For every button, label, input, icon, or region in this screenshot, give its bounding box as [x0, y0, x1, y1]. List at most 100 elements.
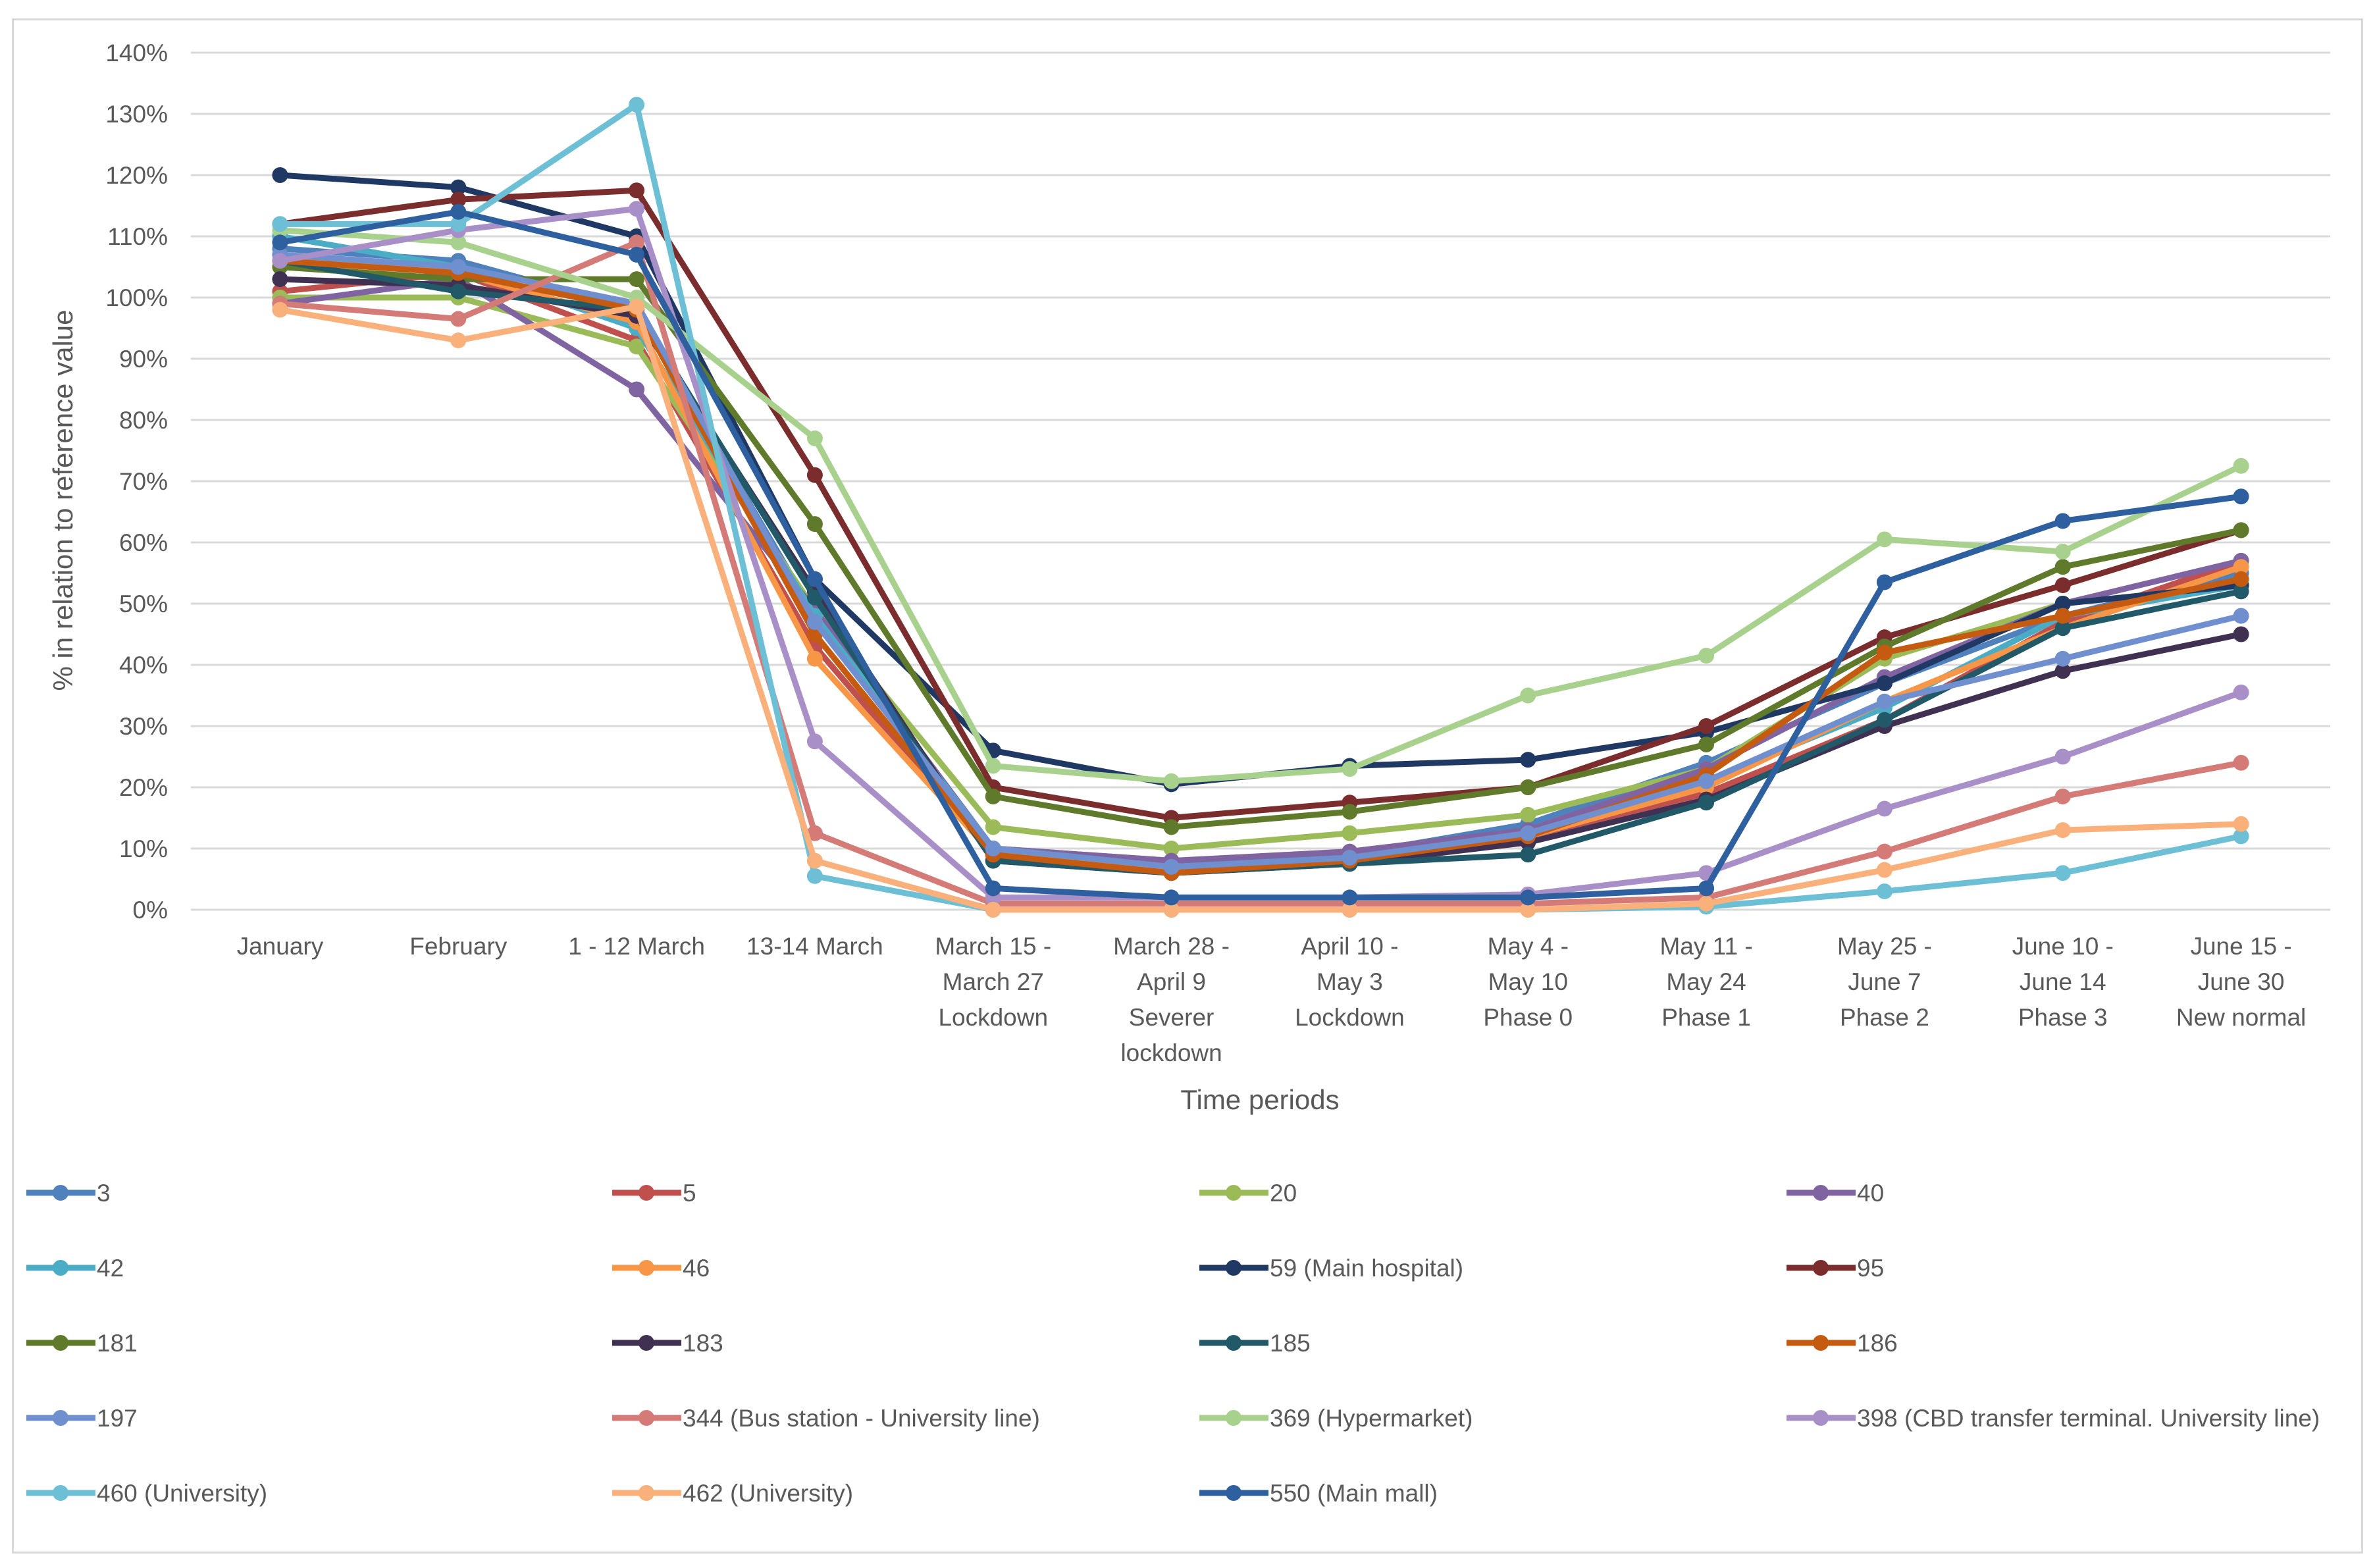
- legend-entry: 40: [1787, 1180, 1884, 1207]
- legend-marker: [1813, 1410, 1829, 1426]
- legend-marker: [53, 1410, 68, 1426]
- y-tick-label: 90%: [119, 346, 168, 373]
- legend-marker: [53, 1485, 68, 1501]
- data-point: [1163, 902, 1180, 918]
- series-line: [280, 264, 2242, 830]
- data-point: [2233, 828, 2249, 845]
- data-point: [1342, 825, 1358, 841]
- data-point: [1876, 531, 1892, 548]
- legend-entry: 95: [1787, 1255, 1884, 1282]
- data-point: [1342, 889, 1358, 906]
- data-point: [1342, 902, 1358, 918]
- data-point: [629, 298, 645, 315]
- series-line: [279, 205, 2243, 901]
- data-point: [1163, 841, 1180, 856]
- x-tick-label: June 10 -June 14 Phase 3: [2012, 933, 2114, 1031]
- legend-label: 460 (University): [97, 1480, 267, 1507]
- gridlines: [191, 51, 2330, 911]
- data-point: [806, 733, 823, 750]
- legend-entry: 42: [26, 1255, 124, 1282]
- data-point: [272, 167, 288, 183]
- data-point: [629, 201, 645, 217]
- data-point: [806, 430, 823, 446]
- data-point: [1342, 849, 1358, 866]
- x-tick-label: May 4 -May 10 Phase 0: [1483, 933, 1573, 1031]
- data-point: [806, 516, 823, 533]
- data-point: [985, 880, 1001, 897]
- data-point: [806, 589, 823, 606]
- data-point: [1876, 883, 1892, 900]
- data-point: [1876, 675, 1892, 691]
- series-46: [272, 246, 2249, 878]
- chart-frame: [12, 18, 2363, 1554]
- data-point: [2233, 626, 2249, 642]
- data-point: [1876, 574, 1892, 590]
- data-point: [1698, 718, 1715, 734]
- y-tick-label: 50%: [119, 590, 168, 617]
- y-tick-label: 30%: [119, 713, 168, 740]
- legend-entry: 59 (Main hospital): [1199, 1255, 1463, 1282]
- legend-label: 46: [683, 1255, 710, 1282]
- legend-label: 185: [1270, 1330, 1311, 1357]
- data-point: [450, 332, 467, 349]
- series-line: [279, 276, 2242, 864]
- legend-label: 550 (Main mall): [1270, 1480, 1438, 1507]
- data-point: [1520, 752, 1536, 768]
- series-369 (Hypermarket): [272, 222, 2249, 789]
- data-point: [450, 234, 467, 251]
- x-tick-label: March 15 -March 27 Lockdown: [935, 933, 1051, 1031]
- data-point: [2054, 788, 2071, 804]
- legend-label: 344 (Bus station - University line): [683, 1405, 1040, 1432]
- y-tick-label: 100%: [105, 284, 168, 311]
- series-line: [280, 294, 2242, 852]
- legend-marker: [639, 1260, 654, 1276]
- legend-entry: 344 (Bus station - University line): [612, 1405, 1040, 1432]
- x-axis-tick-labels: January February 1 - 12 March 13-14 March Ma…: [237, 933, 2307, 1066]
- data-point: [450, 311, 467, 327]
- series-line: [280, 227, 2243, 785]
- legend-marker: [1226, 1485, 1241, 1501]
- series-line: [279, 209, 2242, 901]
- legend-entry: 550 (Main mall): [1199, 1480, 1438, 1507]
- x-tick-label: 1 - 12 March: [568, 933, 705, 960]
- y-tick-label: 130%: [105, 101, 168, 128]
- data-series: [272, 97, 2249, 918]
- data-point: [985, 902, 1001, 918]
- legend-label: 3: [97, 1180, 111, 1207]
- data-point: [1698, 773, 1715, 789]
- legend-entry: 185: [1199, 1330, 1311, 1357]
- data-point: [1342, 761, 1358, 777]
- data-point: [272, 271, 288, 288]
- data-point: [1520, 847, 1536, 863]
- x-tick-label: April 10 -May 3 Lockdown: [1295, 933, 1405, 1031]
- legend-label: 369 (Hypermarket): [1270, 1405, 1473, 1432]
- data-point: [1520, 902, 1536, 918]
- data-point: [1163, 889, 1180, 906]
- legend-marker: [1226, 1335, 1241, 1351]
- legend-label: 40: [1857, 1180, 1884, 1207]
- data-point: [629, 271, 645, 288]
- data-point: [1698, 648, 1715, 664]
- data-point: [806, 467, 823, 483]
- data-point: [1342, 804, 1358, 820]
- legend-marker: [1226, 1260, 1241, 1276]
- data-point: [1698, 880, 1715, 897]
- x-tick-label: March 28 -April 9 Severer lockdown: [1113, 933, 1230, 1066]
- y-tick-label: 0%: [133, 897, 168, 924]
- data-point: [1520, 687, 1536, 704]
- data-point: [272, 216, 288, 232]
- data-point: [806, 852, 823, 869]
- data-point: [806, 650, 823, 667]
- legend-entry: 46: [612, 1255, 710, 1282]
- legend-label: 197: [97, 1405, 138, 1432]
- data-point: [985, 788, 1001, 804]
- data-point: [1163, 858, 1180, 875]
- legend-marker: [639, 1335, 654, 1351]
- legend-entry: 369 (Hypermarket): [1199, 1405, 1473, 1432]
- data-point: [1698, 895, 1715, 912]
- legend-marker: [639, 1485, 654, 1501]
- series-462 (University): [272, 298, 2249, 918]
- data-point: [450, 179, 467, 196]
- y-axis-title: % in relation to reference value: [47, 310, 78, 691]
